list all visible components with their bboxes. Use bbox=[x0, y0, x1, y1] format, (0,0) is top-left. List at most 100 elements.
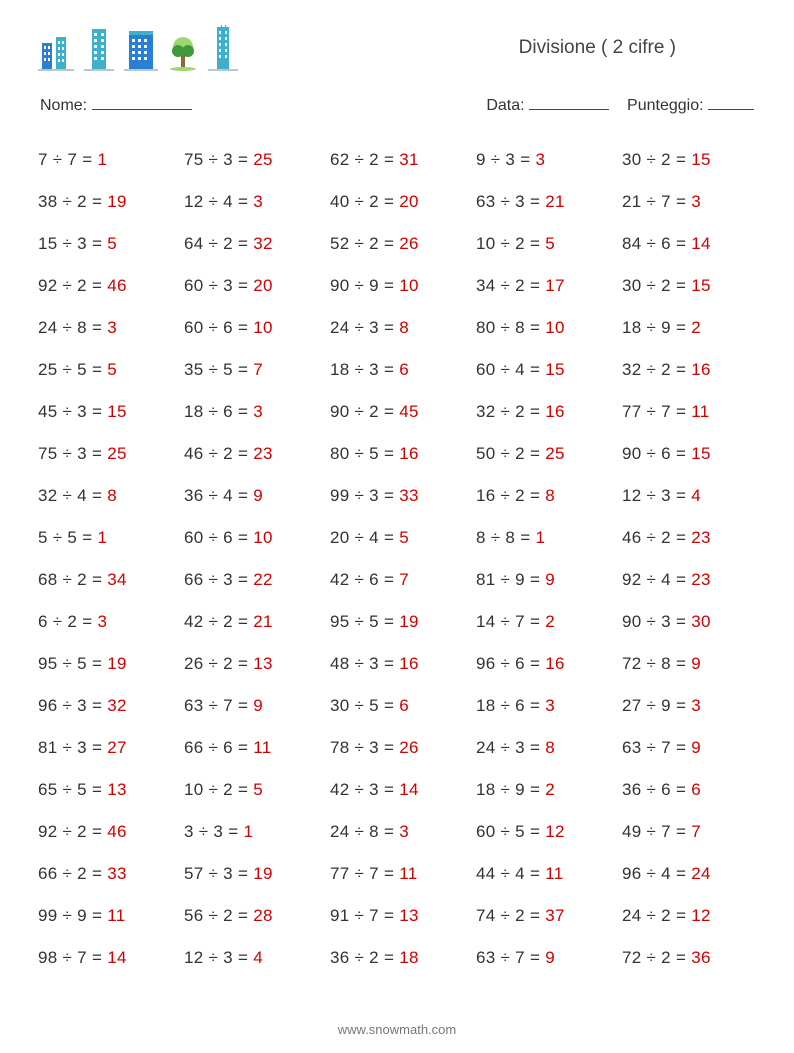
problem-cell: 3 ÷ 3 = 1 bbox=[184, 811, 318, 853]
meta-row: Nome: Data: Punteggio: bbox=[38, 95, 756, 115]
problem-cell: 36 ÷ 2 = 18 bbox=[330, 937, 464, 979]
problem-cell: 90 ÷ 2 = 45 bbox=[330, 391, 464, 433]
answer: 11 bbox=[107, 906, 125, 925]
score-blank[interactable] bbox=[708, 95, 754, 110]
answer: 12 bbox=[691, 906, 711, 925]
answer: 8 bbox=[545, 738, 555, 757]
answer: 1 bbox=[97, 528, 107, 547]
problem-cell: 24 ÷ 8 = 3 bbox=[330, 811, 464, 853]
problem-cell: 81 ÷ 9 = 9 bbox=[476, 559, 610, 601]
problem-cell: 42 ÷ 2 = 21 bbox=[184, 601, 318, 643]
answer: 46 bbox=[107, 822, 127, 841]
problem-cell: 20 ÷ 4 = 5 bbox=[330, 517, 464, 559]
problem-cell: 60 ÷ 5 = 12 bbox=[476, 811, 610, 853]
answer: 32 bbox=[253, 234, 273, 253]
answer: 6 bbox=[399, 360, 409, 379]
answer: 9 bbox=[545, 948, 555, 967]
answer: 17 bbox=[545, 276, 565, 295]
answer: 8 bbox=[399, 318, 409, 337]
answer: 27 bbox=[107, 738, 127, 757]
date-blank[interactable] bbox=[529, 95, 609, 110]
problem-cell: 24 ÷ 3 = 8 bbox=[330, 307, 464, 349]
answer: 13 bbox=[107, 780, 127, 799]
problem-cell: 72 ÷ 2 = 36 bbox=[622, 937, 756, 979]
problem-cell: 10 ÷ 2 = 5 bbox=[184, 769, 318, 811]
problem-cell: 74 ÷ 2 = 37 bbox=[476, 895, 610, 937]
name-label: Nome: bbox=[40, 97, 87, 114]
answer: 15 bbox=[691, 150, 711, 169]
problem-cell: 14 ÷ 7 = 2 bbox=[476, 601, 610, 643]
problem-cell: 96 ÷ 4 = 24 bbox=[622, 853, 756, 895]
answer: 12 bbox=[545, 822, 565, 841]
problem-cell: 63 ÷ 7 = 9 bbox=[476, 937, 610, 979]
problem-cell: 32 ÷ 4 = 8 bbox=[38, 475, 172, 517]
problem-cell: 12 ÷ 3 = 4 bbox=[184, 937, 318, 979]
problem-cell: 63 ÷ 7 = 9 bbox=[184, 685, 318, 727]
problem-cell: 18 ÷ 6 = 3 bbox=[184, 391, 318, 433]
problem-cell: 18 ÷ 9 = 2 bbox=[476, 769, 610, 811]
answer: 9 bbox=[545, 570, 555, 589]
answer: 34 bbox=[107, 570, 127, 589]
answer: 3 bbox=[97, 612, 107, 631]
answer: 3 bbox=[691, 696, 701, 715]
answer: 30 bbox=[691, 612, 711, 631]
problem-cell: 75 ÷ 3 = 25 bbox=[184, 139, 318, 181]
problem-cell: 38 ÷ 2 = 19 bbox=[38, 181, 172, 223]
answer: 5 bbox=[107, 234, 117, 253]
answer: 9 bbox=[253, 696, 263, 715]
problem-cell: 7 ÷ 7 = 1 bbox=[38, 139, 172, 181]
answer: 15 bbox=[691, 276, 711, 295]
problem-cell: 44 ÷ 4 = 11 bbox=[476, 853, 610, 895]
skyscraper-icon bbox=[208, 25, 238, 71]
answer: 7 bbox=[253, 360, 263, 379]
answer: 10 bbox=[399, 276, 419, 295]
problem-cell: 15 ÷ 3 = 5 bbox=[38, 223, 172, 265]
answer: 25 bbox=[107, 444, 127, 463]
problem-cell: 84 ÷ 6 = 14 bbox=[622, 223, 756, 265]
score-field: Punteggio: bbox=[627, 95, 754, 115]
answer: 21 bbox=[253, 612, 273, 631]
problem-cell: 42 ÷ 6 = 7 bbox=[330, 559, 464, 601]
answer: 25 bbox=[545, 444, 565, 463]
answer: 33 bbox=[107, 864, 127, 883]
answer: 2 bbox=[691, 318, 701, 337]
problem-cell: 68 ÷ 2 = 34 bbox=[38, 559, 172, 601]
answer: 33 bbox=[399, 486, 419, 505]
problem-cell: 5 ÷ 5 = 1 bbox=[38, 517, 172, 559]
problem-cell: 9 ÷ 3 = 3 bbox=[476, 139, 610, 181]
problem-cell: 12 ÷ 4 = 3 bbox=[184, 181, 318, 223]
problem-cell: 30 ÷ 2 = 15 bbox=[622, 139, 756, 181]
answer: 15 bbox=[107, 402, 127, 421]
problem-cell: 81 ÷ 3 = 27 bbox=[38, 727, 172, 769]
problem-cell: 8 ÷ 8 = 1 bbox=[476, 517, 610, 559]
answer: 19 bbox=[107, 654, 127, 673]
answer: 13 bbox=[399, 906, 419, 925]
problem-cell: 95 ÷ 5 = 19 bbox=[330, 601, 464, 643]
answer: 19 bbox=[399, 612, 419, 631]
problem-cell: 64 ÷ 2 = 32 bbox=[184, 223, 318, 265]
problem-cell: 50 ÷ 2 = 25 bbox=[476, 433, 610, 475]
problem-cell: 77 ÷ 7 = 11 bbox=[622, 391, 756, 433]
answer: 4 bbox=[691, 486, 701, 505]
problem-cell: 27 ÷ 9 = 3 bbox=[622, 685, 756, 727]
problem-cell: 6 ÷ 2 = 3 bbox=[38, 601, 172, 643]
problem-grid: 7 ÷ 7 = 175 ÷ 3 = 2562 ÷ 2 = 319 ÷ 3 = 3… bbox=[38, 139, 756, 979]
answer: 19 bbox=[107, 192, 127, 211]
problem-cell: 49 ÷ 7 = 7 bbox=[622, 811, 756, 853]
buildings-icon bbox=[38, 31, 74, 71]
answer: 31 bbox=[399, 150, 419, 169]
problem-cell: 45 ÷ 3 = 15 bbox=[38, 391, 172, 433]
answer: 7 bbox=[399, 570, 409, 589]
name-blank[interactable] bbox=[92, 95, 192, 110]
problem-cell: 60 ÷ 6 = 10 bbox=[184, 517, 318, 559]
answer: 1 bbox=[97, 150, 107, 169]
problem-cell: 32 ÷ 2 = 16 bbox=[622, 349, 756, 391]
answer: 25 bbox=[253, 150, 273, 169]
problem-cell: 57 ÷ 3 = 19 bbox=[184, 853, 318, 895]
answer: 28 bbox=[253, 906, 273, 925]
answer: 11 bbox=[399, 864, 417, 883]
problem-cell: 21 ÷ 7 = 3 bbox=[622, 181, 756, 223]
answer: 37 bbox=[545, 906, 565, 925]
answer: 3 bbox=[107, 318, 117, 337]
problem-cell: 65 ÷ 5 = 13 bbox=[38, 769, 172, 811]
